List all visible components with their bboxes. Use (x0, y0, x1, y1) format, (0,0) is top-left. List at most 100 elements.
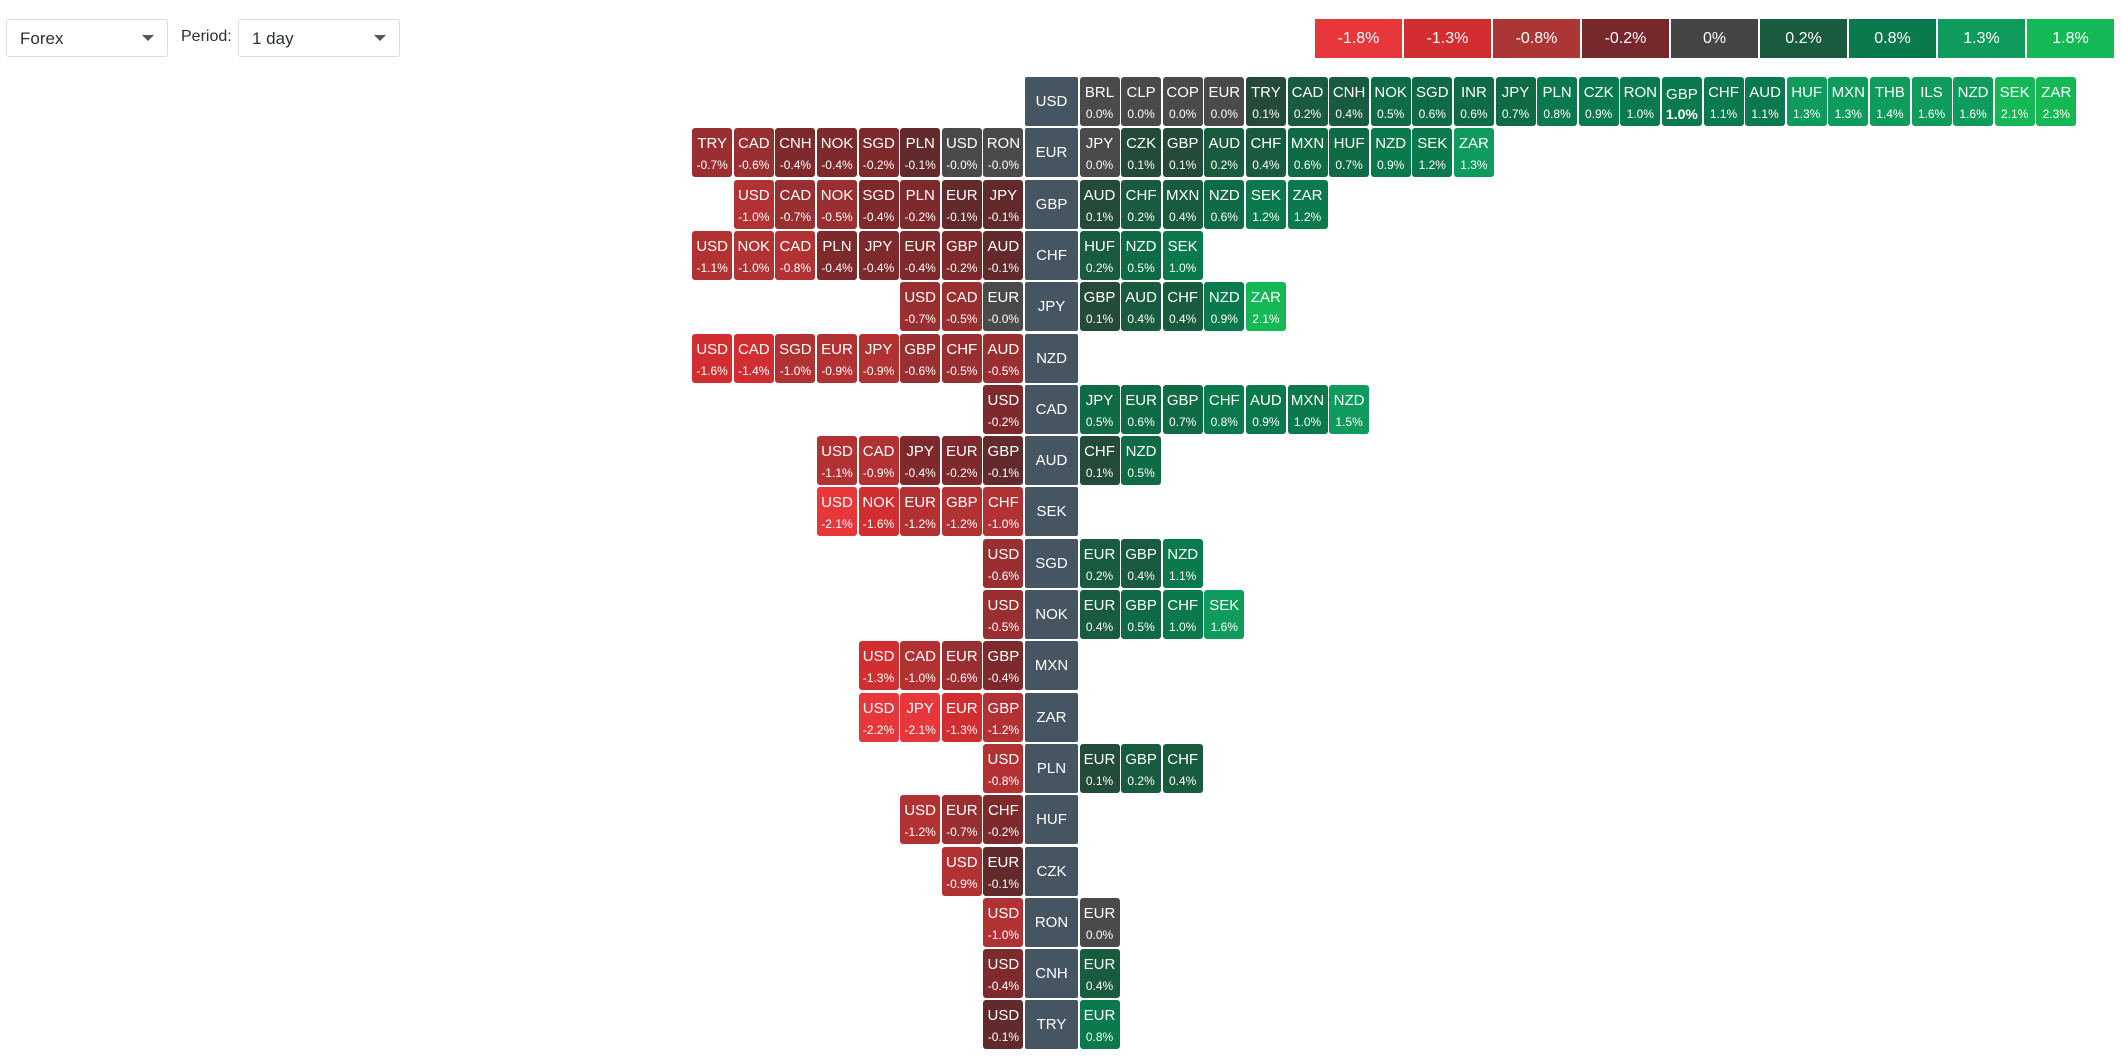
pair-cell-nzd-sgd[interactable]: SGD -1.0% (775, 333, 816, 383)
base-currency-try[interactable]: TRY (1025, 1000, 1078, 1050)
pair-cell-zar-eur[interactable]: EUR -1.3% (941, 692, 982, 742)
pair-cell-chf-cad[interactable]: CAD -0.8% (775, 230, 816, 280)
pair-cell-aud-gbp[interactable]: GBP -0.1% (983, 436, 1024, 486)
pair-cell-nok-sek[interactable]: SEK 1.6% (1204, 590, 1245, 639)
pair-cell-aud-usd[interactable]: USD -1.1% (817, 436, 857, 486)
pair-cell-sgd-nzd[interactable]: NZD 1.1% (1162, 538, 1203, 588)
pair-cell-jpy-zar[interactable]: ZAR 2.1% (1245, 282, 1286, 332)
pair-cell-czk-eur[interactable]: EUR -0.1% (983, 846, 1024, 896)
pair-cell-usd-chf[interactable]: CHF 1.1% (1703, 77, 1744, 126)
pair-cell-jpy-chf[interactable]: CHF 0.4% (1162, 282, 1203, 332)
base-currency-nok[interactable]: NOK (1025, 590, 1078, 639)
pair-cell-usd-nzd[interactable]: NZD 1.6% (1953, 77, 1994, 126)
pair-cell-gbp-cad[interactable]: CAD -0.7% (775, 179, 816, 229)
pair-cell-nzd-usd[interactable]: USD -1.6% (692, 333, 733, 383)
pair-cell-sek-usd[interactable]: USD -2.1% (817, 487, 857, 537)
pair-cell-usd-sek[interactable]: SEK 2.1% (1994, 77, 2035, 126)
pair-cell-nzd-chf[interactable]: CHF -0.5% (941, 333, 982, 383)
pair-cell-huf-chf[interactable]: CHF -0.2% (983, 795, 1024, 845)
pair-cell-cad-chf[interactable]: CHF 0.8% (1204, 384, 1245, 434)
pair-cell-nzd-eur[interactable]: EUR -0.9% (817, 333, 857, 383)
pair-cell-eur-jpy[interactable]: JPY 0.0% (1079, 128, 1120, 178)
base-currency-mxn[interactable]: MXN (1025, 641, 1078, 691)
pair-cell-chf-pln[interactable]: PLN -0.4% (817, 230, 857, 280)
pair-cell-gbp-sgd[interactable]: SGD -0.4% (858, 179, 899, 229)
pair-cell-usd-eur[interactable]: EUR 0.0% (1204, 77, 1245, 126)
pair-cell-nzd-jpy[interactable]: JPY -0.9% (858, 333, 899, 383)
pair-cell-aud-eur[interactable]: EUR -0.2% (941, 436, 982, 486)
base-currency-sek[interactable]: SEK (1025, 487, 1078, 537)
pair-cell-chf-aud[interactable]: AUD -0.1% (983, 230, 1024, 280)
pair-cell-aud-nzd[interactable]: NZD 0.5% (1121, 436, 1162, 486)
base-currency-czk[interactable]: CZK (1025, 846, 1078, 896)
pair-cell-nok-chf[interactable]: CHF 1.0% (1162, 590, 1203, 639)
pair-cell-sek-eur[interactable]: EUR -1.2% (900, 487, 941, 537)
pair-cell-usd-brl[interactable]: BRL 0.0% (1079, 77, 1120, 126)
pair-cell-zar-usd[interactable]: USD -2.2% (858, 692, 899, 742)
pair-cell-aud-jpy[interactable]: JPY -0.4% (900, 436, 941, 486)
pair-cell-pln-chf[interactable]: CHF 0.4% (1162, 743, 1203, 793)
base-currency-ron[interactable]: RON (1025, 897, 1078, 947)
pair-cell-usd-gbp[interactable]: GBP 1.0% (1661, 77, 1702, 126)
pair-cell-huf-eur[interactable]: EUR -0.7% (941, 795, 982, 845)
pair-cell-eur-zar[interactable]: ZAR 1.3% (1453, 128, 1494, 178)
base-currency-sgd[interactable]: SGD (1025, 538, 1078, 588)
pair-cell-nzd-gbp[interactable]: GBP -0.6% (900, 333, 941, 383)
pair-cell-mxn-gbp[interactable]: GBP -0.4% (983, 641, 1024, 691)
pair-cell-cad-nzd[interactable]: NZD 1.5% (1329, 384, 1370, 434)
pair-cell-usd-cnh[interactable]: CNH 0.4% (1329, 77, 1370, 126)
pair-cell-jpy-nzd[interactable]: NZD 0.9% (1204, 282, 1245, 332)
pair-cell-pln-usd[interactable]: USD -0.8% (983, 743, 1024, 793)
base-currency-huf[interactable]: HUF (1025, 795, 1078, 845)
pair-cell-sek-nok[interactable]: NOK -1.6% (858, 487, 899, 537)
pair-cell-jpy-cad[interactable]: CAD -0.5% (941, 282, 982, 332)
pair-cell-eur-sek[interactable]: SEK 1.2% (1412, 128, 1453, 178)
pair-cell-jpy-aud[interactable]: AUD 0.4% (1121, 282, 1162, 332)
pair-cell-usd-inr[interactable]: INR 0.6% (1453, 77, 1494, 126)
pair-cell-gbp-chf[interactable]: CHF 0.2% (1121, 179, 1162, 229)
pair-cell-usd-pln[interactable]: PLN 0.8% (1537, 77, 1578, 126)
pair-cell-eur-nok[interactable]: NOK -0.4% (817, 128, 857, 178)
pair-cell-eur-chf[interactable]: CHF 0.4% (1245, 128, 1286, 178)
base-currency-eur[interactable]: EUR (1025, 128, 1078, 178)
pair-cell-gbp-pln[interactable]: PLN -0.2% (900, 179, 941, 229)
pair-cell-nzd-aud[interactable]: AUD -0.5% (983, 333, 1024, 383)
pair-cell-eur-ron[interactable]: RON -0.0% (983, 128, 1024, 178)
pair-cell-cad-mxn[interactable]: MXN 1.0% (1287, 384, 1328, 434)
pair-cell-eur-sgd[interactable]: SGD -0.2% (858, 128, 899, 178)
base-currency-cad[interactable]: CAD (1025, 384, 1078, 434)
pair-cell-sgd-eur[interactable]: EUR 0.2% (1079, 538, 1120, 588)
pair-cell-try-usd[interactable]: USD -0.1% (983, 1000, 1024, 1050)
pair-cell-gbp-nzd[interactable]: NZD 0.6% (1204, 179, 1245, 229)
pair-cell-usd-clp[interactable]: CLP 0.0% (1121, 77, 1162, 126)
base-currency-pln[interactable]: PLN (1025, 743, 1078, 793)
pair-cell-eur-czk[interactable]: CZK 0.1% (1121, 128, 1162, 178)
base-currency-jpy[interactable]: JPY (1025, 282, 1078, 332)
pair-cell-gbp-usd[interactable]: USD -1.0% (733, 179, 774, 229)
pair-cell-gbp-zar[interactable]: ZAR 1.2% (1287, 179, 1328, 229)
pair-cell-usd-sgd[interactable]: SGD 0.6% (1412, 77, 1453, 126)
pair-cell-zar-gbp[interactable]: GBP -1.2% (983, 692, 1024, 742)
pair-cell-eur-cad[interactable]: CAD -0.6% (733, 128, 774, 178)
pair-cell-eur-try[interactable]: TRY -0.7% (692, 128, 733, 178)
pair-cell-huf-usd[interactable]: USD -1.2% (900, 795, 941, 845)
pair-cell-usd-czk[interactable]: CZK 0.9% (1578, 77, 1619, 126)
pair-cell-cnh-usd[interactable]: USD -0.4% (983, 949, 1024, 999)
pair-cell-chf-sek[interactable]: SEK 1.0% (1162, 230, 1203, 280)
period-select[interactable]: 1 day (238, 19, 400, 57)
pair-cell-cad-eur[interactable]: EUR 0.6% (1121, 384, 1162, 434)
pair-cell-chf-huf[interactable]: HUF 0.2% (1079, 230, 1120, 280)
pair-cell-aud-cad[interactable]: CAD -0.9% (858, 436, 899, 486)
pair-cell-gbp-nok[interactable]: NOK -0.5% (817, 179, 857, 229)
pair-cell-gbp-mxn[interactable]: MXN 0.4% (1162, 179, 1203, 229)
pair-cell-gbp-jpy[interactable]: JPY -0.1% (983, 179, 1024, 229)
pair-cell-gbp-eur[interactable]: EUR -0.1% (941, 179, 982, 229)
pair-cell-chf-usd[interactable]: USD -1.1% (692, 230, 733, 280)
pair-cell-pln-gbp[interactable]: GBP 0.2% (1121, 743, 1162, 793)
base-currency-gbp[interactable]: GBP (1025, 179, 1078, 229)
pair-cell-sgd-usd[interactable]: USD -0.6% (983, 538, 1024, 588)
pair-cell-usd-thb[interactable]: THB 1.4% (1869, 77, 1910, 126)
pair-cell-zar-jpy[interactable]: JPY -2.1% (900, 692, 941, 742)
pair-cell-eur-gbp[interactable]: GBP 0.1% (1162, 128, 1203, 178)
pair-cell-jpy-gbp[interactable]: GBP 0.1% (1079, 282, 1120, 332)
